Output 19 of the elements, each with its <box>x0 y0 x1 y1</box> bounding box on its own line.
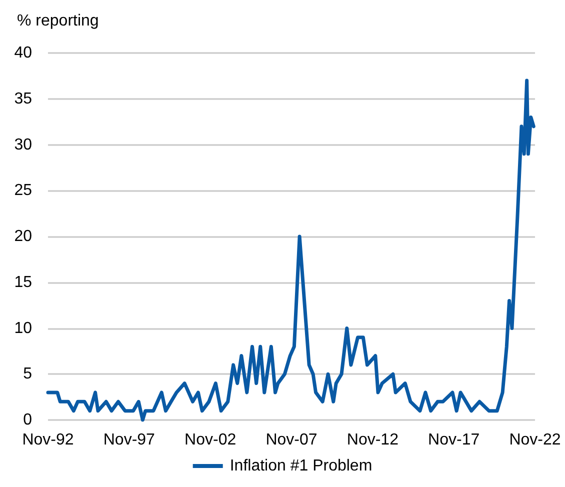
y-tick-label: 25 <box>14 182 32 200</box>
x-tick-label: Nov-17 <box>428 432 480 448</box>
y-axis-title: % reporting <box>17 12 99 30</box>
x-tick-label: Nov-22 <box>509 432 561 448</box>
x-tick-label: Nov-92 <box>22 432 74 448</box>
y-tick-label: 30 <box>14 136 32 154</box>
y-tick-label: 0 <box>23 412 32 428</box>
y-tick-label: 15 <box>14 274 32 291</box>
y-tick-label: 40 <box>14 44 32 62</box>
x-tick-label: Nov-97 <box>103 432 156 448</box>
legend-label: Inflation #1 Problem <box>230 458 372 474</box>
x-tick-label: Nov-12 <box>346 432 399 448</box>
y-tick-label: 10 <box>14 320 32 337</box>
y-tick-label: 20 <box>14 228 32 245</box>
y-tick-label: 5 <box>23 366 32 383</box>
x-tick-label: Nov-02 <box>184 432 236 448</box>
x-tick-label: Nov-07 <box>266 432 318 448</box>
line-series <box>46 78 536 422</box>
y-tick-label: 35 <box>14 90 32 108</box>
